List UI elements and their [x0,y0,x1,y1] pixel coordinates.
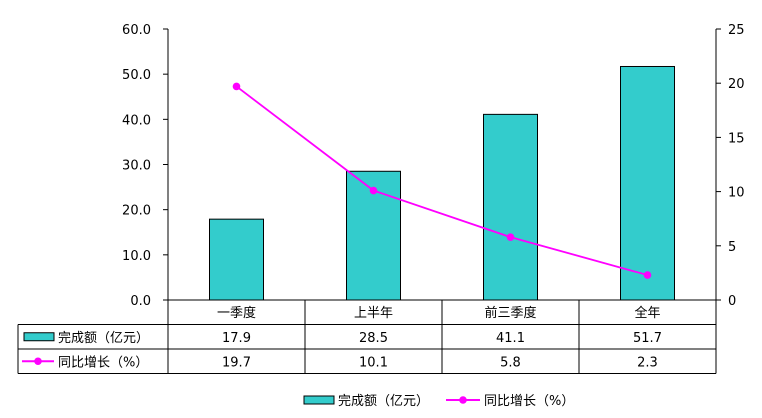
bar [209,218,264,301]
right-tick-label: 20 [728,77,745,92]
row-label: 完成额（亿元） [58,331,149,346]
data-label: 5.8 [500,355,521,370]
right-tick-label: 0 [728,294,736,309]
right-tick-label: 15 [728,131,745,146]
left-tick-label: 40.0 [122,113,151,128]
right-tick-label: 5 [728,240,736,255]
plot-area [209,65,675,301]
row-key-line-marker [34,357,42,366]
legend: 完成额（亿元） 同比增长（%） [303,394,574,409]
data-label: 10.1 [359,355,388,370]
data-label: 2.3 [637,355,658,370]
line-point [369,186,378,195]
bar [483,113,538,301]
legend-item-label: 同比增长（%） [484,394,574,409]
left-tick-label: 0.0 [130,294,151,309]
line-point [643,271,652,279]
row-key-bar-swatch [23,332,55,342]
category-label: 一季度 [217,305,256,321]
data-label: 19.7 [222,355,251,370]
category-label: 上半年 [354,306,393,321]
bar [620,65,675,301]
line-point [232,82,241,91]
left-tick-label: 20.0 [122,204,151,219]
legend-item-label: 完成额（亿元） [338,394,429,409]
line-point [506,233,515,241]
right-tick-label: 10 [728,186,745,201]
legend-line-marker [459,396,467,404]
legend-bar-swatch [303,395,335,405]
data-label: 17.9 [222,331,251,346]
left-tick-label: 50.0 [122,68,151,83]
right-axis: 0 5 10 15 20 25 [715,23,745,309]
data-label: 51.7 [633,331,662,346]
data-label: 28.5 [359,331,388,346]
data-label: 41.1 [496,331,525,346]
row-label: 同比增长（%） [58,355,148,370]
left-tick-label: 10.0 [122,249,151,264]
category-label: 前三季度 [484,305,536,321]
category-label: 全年 [634,305,660,321]
left-axis: 0.0 10.0 20.0 30.0 40.0 50.0 60.0 [122,23,169,309]
left-tick-label: 60.0 [122,23,151,38]
right-tick-label: 25 [728,23,745,38]
left-tick-label: 30.0 [122,159,151,174]
series-line [235,85,648,276]
